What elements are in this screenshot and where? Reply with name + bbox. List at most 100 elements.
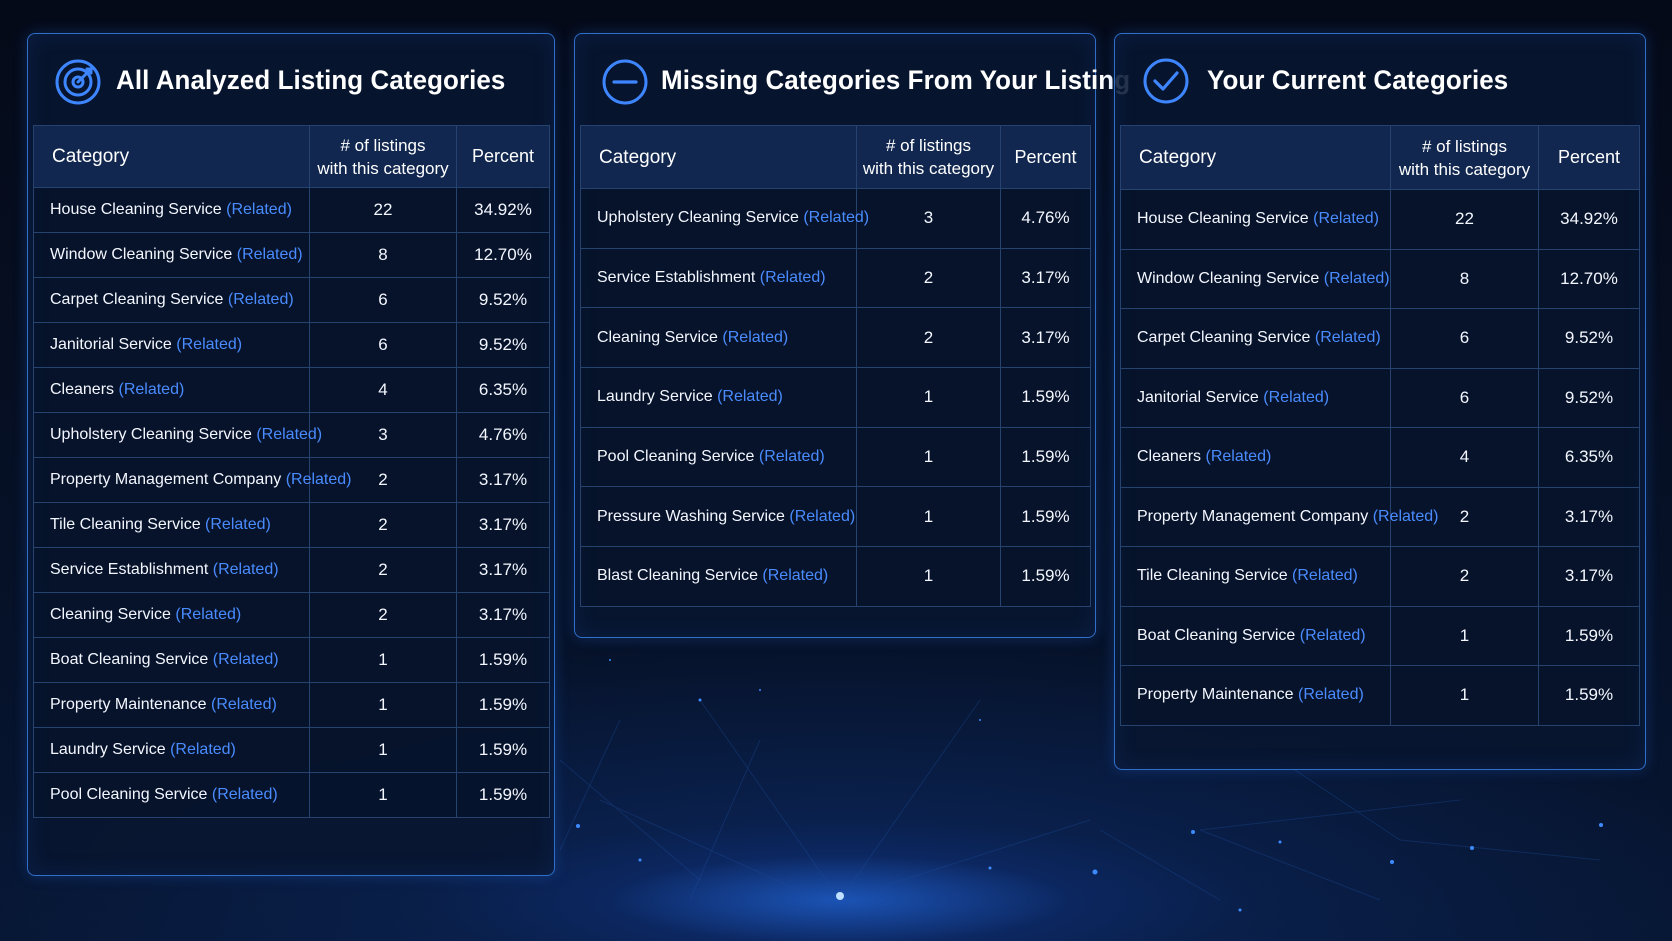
column-header-percent[interactable]: Percent <box>1000 125 1091 189</box>
category-name-cell: Pool Cleaning Service (Related) <box>33 772 310 818</box>
category-name-cell: Upholstery Cleaning Service (Related) <box>580 188 869 249</box>
category-name: Pool Cleaning Service <box>50 786 208 803</box>
table-row: Boat Cleaning Service (Related) 1 1.59% <box>1120 605 1640 666</box>
related-link[interactable]: (Related) <box>118 381 185 398</box>
current-categories-panel: Your Current Categories Category # of li… <box>1114 33 1646 770</box>
related-link[interactable]: (Related) <box>170 741 236 758</box>
listing-count-cell: 1 <box>1390 605 1539 666</box>
percent-cell: 4.76% <box>456 412 550 458</box>
categories-table: Category # of listings with this category… <box>33 125 550 818</box>
table-row: Cleaning Service (Related) 2 3.17% <box>580 307 1091 369</box>
related-link[interactable]: (Related) <box>212 651 279 668</box>
panel-title: All Analyzed Listing Categories <box>116 65 506 95</box>
category-name-cell: Carpet Cleaning Service (Related) <box>33 277 310 323</box>
listing-count-cell: 2 <box>309 547 457 593</box>
percent-cell: 1.59% <box>1000 486 1091 548</box>
header-label: Percent <box>1014 146 1077 167</box>
listing-count-cell: 4 <box>1390 427 1539 488</box>
listing-count-cell: 1 <box>309 772 457 818</box>
related-link[interactable]: (Related) <box>210 696 277 713</box>
table-row: Blast Cleaning Service (Related) 1 1.59% <box>580 546 1091 607</box>
percent-cell: 9.52% <box>1538 367 1640 428</box>
column-header-count[interactable]: # of listings with this category <box>856 125 1001 189</box>
related-link[interactable]: (Related) <box>1292 567 1358 585</box>
column-header-count[interactable]: # of listings with this category <box>1390 125 1539 190</box>
missing-categories-panel: Missing Categories From Your Listing Cat… <box>574 33 1130 638</box>
related-link[interactable]: (Related) <box>789 507 856 525</box>
category-name-cell: House Cleaning Service (Related) <box>33 187 310 233</box>
listing-count-cell: 2 <box>856 247 1001 309</box>
category-name-cell: Laundry Service (Related) <box>33 727 310 773</box>
percent-cell: 1.59% <box>456 637 550 683</box>
table-row: Upholstery Cleaning Service (Related) 3 4.… <box>33 412 550 458</box>
category-name: Upholstery Cleaning Service <box>597 209 799 227</box>
category-name-cell: Upholstery Cleaning Service (Related) <box>33 412 322 458</box>
related-link[interactable]: (Related) <box>1205 448 1272 466</box>
related-link[interactable]: (Related) <box>226 201 292 218</box>
category-name: Laundry Service <box>50 741 166 758</box>
related-link[interactable]: (Related) <box>227 291 294 308</box>
percent-cell: 1.59% <box>1000 426 1091 488</box>
related-link[interactable]: (Related) <box>176 336 243 353</box>
related-link[interactable]: (Related) <box>717 388 783 406</box>
table-row: Property Management Company (Related) 2 3.… <box>1120 486 1640 547</box>
category-name-cell: Property Maintenance (Related) <box>33 682 310 728</box>
related-link[interactable]: (Related) <box>1372 507 1439 525</box>
related-link[interactable]: (Related) <box>1299 626 1366 644</box>
category-name-cell: Window Cleaning Service (Related) <box>33 232 310 278</box>
category-name-cell: Service Establishment (Related) <box>33 547 310 593</box>
related-link[interactable]: (Related) <box>205 516 271 533</box>
listing-count-cell: 2 <box>856 307 1001 369</box>
column-header-category[interactable]: Category <box>580 125 857 189</box>
table-row: Property Management Company (Related) 2 3.… <box>33 457 550 503</box>
related-link[interactable]: (Related) <box>759 269 826 287</box>
listing-count-cell: 1 <box>309 682 457 728</box>
listing-count-cell: 8 <box>1390 248 1539 309</box>
column-header-category[interactable]: Category <box>1120 125 1391 190</box>
column-header-percent[interactable]: Percent <box>1538 125 1640 190</box>
percent-cell: 9.52% <box>456 277 550 323</box>
column-header-count[interactable]: # of listings with this category <box>309 125 457 188</box>
category-name: Janitorial Service <box>1137 388 1259 406</box>
percent-cell: 3.17% <box>1000 307 1091 369</box>
related-link[interactable]: (Related) <box>212 561 279 578</box>
related-link[interactable]: (Related) <box>1314 329 1381 347</box>
table-row: Pool Cleaning Service (Related) 1 1.59% <box>580 426 1091 488</box>
related-link[interactable]: (Related) <box>722 328 789 346</box>
header-label: Category <box>599 146 677 168</box>
table-header-row: Category # of listings with this category… <box>1120 125 1640 190</box>
categories-table: Category # of listings with this category… <box>580 125 1091 607</box>
category-name-cell: Carpet Cleaning Service (Related) <box>1120 308 1391 369</box>
category-name: Property Management Company <box>50 471 282 488</box>
column-header-category[interactable]: Category <box>33 125 310 188</box>
related-link[interactable]: (Related) <box>1297 686 1364 704</box>
related-link[interactable]: (Related) <box>1263 388 1330 406</box>
listing-count-cell: 2 <box>309 592 457 638</box>
related-link[interactable]: (Related) <box>256 426 323 443</box>
related-link[interactable]: (Related) <box>762 567 829 585</box>
listing-count-cell: 1 <box>856 486 1001 548</box>
table-row: Window Cleaning Service (Related) 8 12.70% <box>1120 248 1640 309</box>
category-name: Carpet Cleaning Service <box>50 291 224 308</box>
header-label: Percent <box>1557 147 1621 167</box>
percent-cell: 3.17% <box>456 502 550 548</box>
related-link[interactable]: (Related) <box>211 786 278 803</box>
percent-cell: 3.17% <box>456 592 550 638</box>
percent-cell: 3.17% <box>456 547 550 593</box>
table-row: Janitorial Service (Related) 6 9.52% <box>33 322 550 368</box>
related-link[interactable]: (Related) <box>175 606 242 623</box>
category-name-cell: Boat Cleaning Service (Related) <box>33 637 310 683</box>
related-link[interactable]: (Related) <box>758 448 825 466</box>
table-row: Cleaners (Related) 4 6.35% <box>33 367 550 413</box>
table-header-row: Category # of listings with this category… <box>33 125 550 188</box>
column-header-percent[interactable]: Percent <box>456 125 550 188</box>
related-link[interactable]: (Related) <box>803 209 870 227</box>
related-link[interactable]: (Related) <box>285 471 352 488</box>
related-link[interactable]: (Related) <box>1313 210 1379 228</box>
table-row: Carpet Cleaning Service (Related) 6 9.52% <box>33 277 550 323</box>
category-name-cell: Laundry Service (Related) <box>580 367 857 428</box>
listing-count-cell: 2 <box>1390 546 1539 607</box>
related-link[interactable]: (Related) <box>236 246 303 263</box>
related-link[interactable]: (Related) <box>1323 269 1390 287</box>
listing-count-cell: 8 <box>309 232 457 278</box>
